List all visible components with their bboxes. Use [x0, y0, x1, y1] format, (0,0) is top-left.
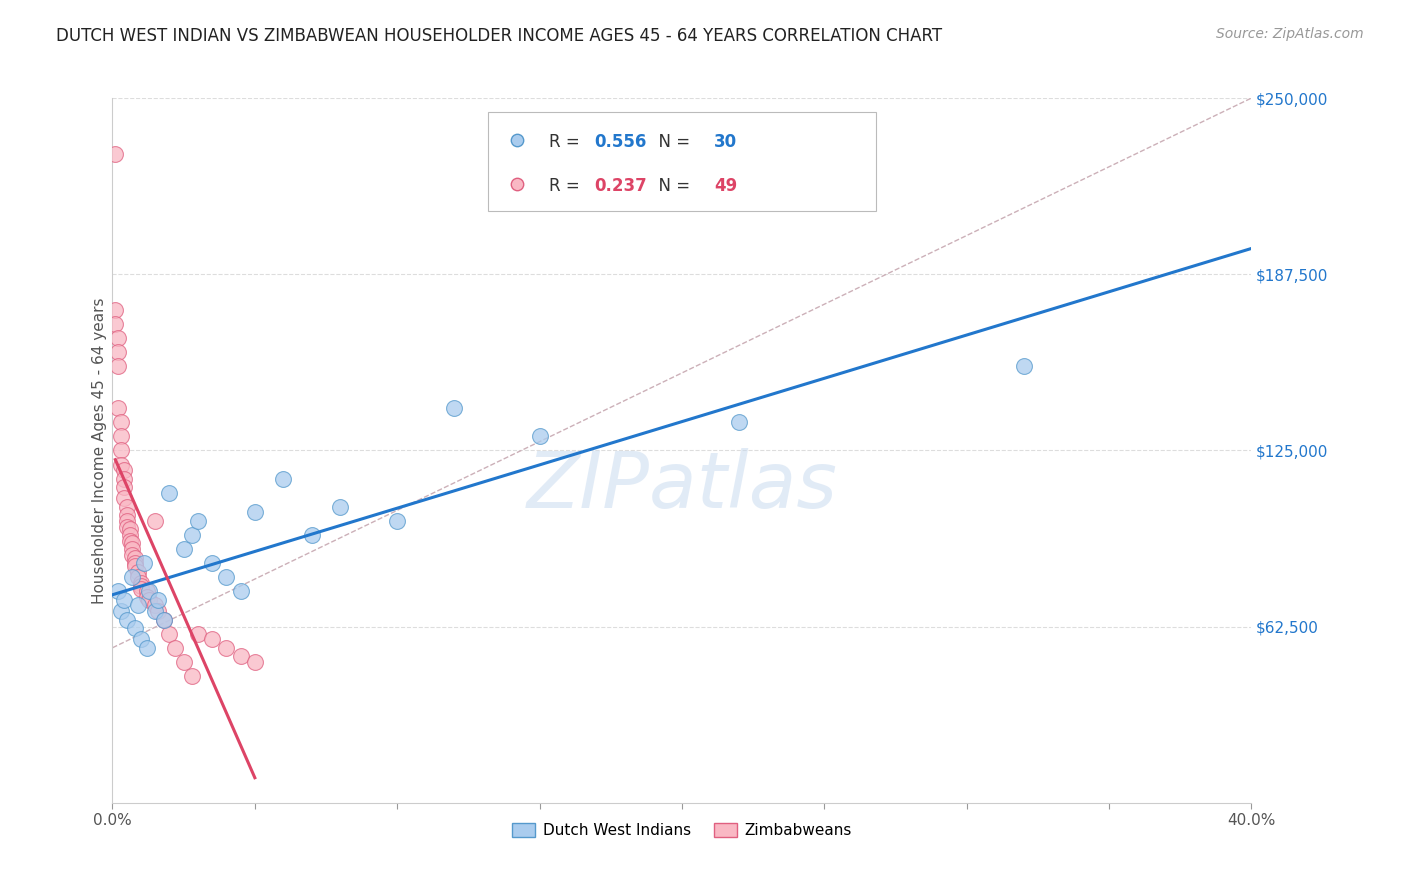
Point — [1112, 796, 1135, 810]
Point — [138, 592, 160, 607]
Point — [329, 500, 352, 514]
FancyBboxPatch shape — [488, 112, 876, 211]
Point — [146, 604, 169, 618]
Point — [129, 579, 152, 593]
Point — [229, 584, 252, 599]
Text: 0.556: 0.556 — [595, 133, 647, 151]
Point — [143, 599, 166, 613]
Point — [138, 584, 160, 599]
Point — [173, 542, 195, 557]
Point — [110, 429, 132, 443]
Point — [132, 556, 155, 570]
Point — [443, 401, 465, 416]
Point — [115, 508, 138, 523]
Text: R =: R = — [548, 133, 585, 151]
Point — [201, 556, 224, 570]
Point — [181, 528, 204, 542]
Point — [107, 359, 129, 373]
Point — [529, 429, 551, 443]
Text: N =: N = — [648, 177, 695, 194]
Point — [159, 485, 180, 500]
Point — [152, 613, 174, 627]
Point — [385, 514, 409, 528]
Point — [110, 458, 132, 472]
Text: 49: 49 — [714, 177, 737, 194]
Point — [271, 472, 295, 486]
Point — [159, 626, 180, 640]
Point — [127, 565, 149, 579]
Point — [135, 590, 157, 604]
Point — [112, 480, 135, 494]
Text: 30: 30 — [714, 133, 737, 151]
Text: N =: N = — [648, 133, 695, 151]
Y-axis label: Householder Income Ages 45 - 64 years: Householder Income Ages 45 - 64 years — [91, 297, 107, 604]
Point — [104, 302, 127, 317]
Point — [112, 491, 135, 506]
Point — [229, 649, 252, 664]
Point — [118, 522, 141, 536]
Point — [143, 514, 166, 528]
Point — [124, 556, 146, 570]
Point — [104, 317, 127, 331]
Point — [107, 331, 129, 345]
Point — [301, 528, 323, 542]
Point — [124, 559, 146, 574]
Point — [127, 599, 149, 613]
Point — [173, 655, 195, 669]
Point — [112, 463, 135, 477]
Point — [165, 640, 187, 655]
Point — [118, 528, 141, 542]
Point — [243, 506, 266, 520]
Point — [115, 500, 138, 514]
Point — [146, 592, 169, 607]
Point — [110, 604, 132, 618]
Text: DUTCH WEST INDIAN VS ZIMBABWEAN HOUSEHOLDER INCOME AGES 45 - 64 YEARS CORRELATIO: DUTCH WEST INDIAN VS ZIMBABWEAN HOUSEHOL… — [56, 27, 942, 45]
Point — [129, 576, 152, 591]
Point — [243, 655, 266, 669]
Point — [124, 621, 146, 635]
Text: Source: ZipAtlas.com: Source: ZipAtlas.com — [1216, 27, 1364, 41]
Point — [1012, 359, 1035, 373]
Point — [728, 415, 751, 429]
Point — [187, 514, 209, 528]
Point — [121, 542, 143, 557]
Text: R =: R = — [548, 177, 585, 194]
Point — [118, 533, 141, 548]
Point — [115, 514, 138, 528]
Point — [121, 570, 143, 584]
Point — [135, 640, 157, 655]
Point — [104, 147, 127, 161]
Point — [129, 582, 152, 596]
Point — [115, 519, 138, 533]
Point — [187, 626, 209, 640]
Point — [201, 632, 224, 647]
Point — [121, 536, 143, 550]
Point — [107, 401, 129, 416]
Point — [121, 548, 143, 562]
Point — [107, 344, 129, 359]
Text: 0.237: 0.237 — [595, 177, 647, 194]
Point — [143, 604, 166, 618]
Point — [115, 613, 138, 627]
Point — [112, 472, 135, 486]
Legend: Dutch West Indians, Zimbabweans: Dutch West Indians, Zimbabweans — [506, 817, 858, 845]
Point — [107, 584, 129, 599]
Point — [112, 592, 135, 607]
Point — [110, 415, 132, 429]
Point — [215, 640, 238, 655]
Point — [110, 443, 132, 458]
Point — [127, 570, 149, 584]
Point — [129, 632, 152, 647]
Point — [1112, 796, 1135, 810]
Point — [124, 550, 146, 565]
Point — [181, 669, 204, 683]
Point — [135, 584, 157, 599]
Point — [215, 570, 238, 584]
Text: ZIPatlas: ZIPatlas — [526, 448, 838, 524]
Point — [152, 613, 174, 627]
